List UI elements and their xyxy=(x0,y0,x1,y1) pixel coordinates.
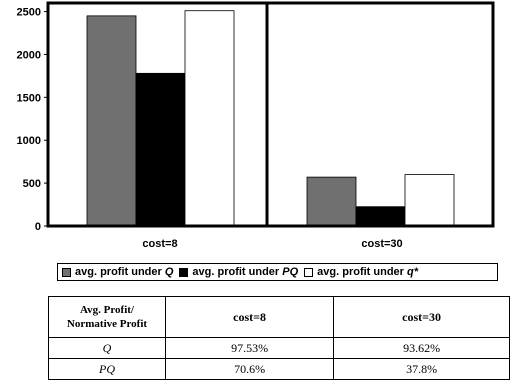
legend-swatch-qstar xyxy=(304,267,314,277)
legend-symbol-pq: PQ xyxy=(282,266,299,278)
y-tick-label: 0 xyxy=(35,221,41,233)
legend-prefix-pq: avg. profit under xyxy=(192,266,283,278)
table-cell: 70.6% xyxy=(164,358,335,380)
header-line-1: Avg. Profit/ xyxy=(80,304,134,316)
y-tick-label: 2000 xyxy=(17,49,41,61)
category-label: cost=30 xyxy=(361,238,402,250)
bar xyxy=(184,10,235,227)
bar xyxy=(135,72,186,227)
table-row: Q 97.53% 93.62% xyxy=(48,337,510,359)
category-label: cost=8 xyxy=(142,238,177,250)
bar xyxy=(306,176,357,227)
panel-frame xyxy=(265,1,495,228)
y-tick-label: 1000 xyxy=(17,135,41,147)
table-cell: 97.53% xyxy=(164,337,335,359)
bar-chart: 0 500 1000 1500 2000 2500 cost=8 cost=30 xyxy=(17,1,495,250)
legend-item-qstar: avg. profit under q* xyxy=(304,266,418,278)
table-header-cost8: cost=8 xyxy=(164,296,335,338)
legend-item-q: avg. profit under Q xyxy=(62,266,173,278)
table-header-metric: Avg. Profit/Normative Profit xyxy=(48,296,166,338)
legend-swatch-q xyxy=(62,267,71,277)
bar xyxy=(355,206,406,227)
table-cell: 93.62% xyxy=(333,337,510,359)
table-header-row: Avg. Profit/Normative Profit cost=8 cost… xyxy=(48,296,510,338)
legend-symbol-qstar: q* xyxy=(407,266,418,278)
y-tick-label: 1500 xyxy=(17,92,41,104)
bar xyxy=(404,174,455,227)
row-label: Q xyxy=(48,337,166,359)
y-tick-label: 2500 xyxy=(17,7,41,19)
bar xyxy=(86,15,137,227)
legend-prefix-q: avg. profit under xyxy=(75,266,165,278)
legend-swatch-pq xyxy=(179,267,189,277)
y-tick-label: 500 xyxy=(23,178,41,190)
chart-legend: avg. profit under Q avg. profit under PQ… xyxy=(57,263,498,281)
table-cell: 37.8% xyxy=(333,358,510,380)
legend-prefix-qstar: avg. profit under xyxy=(317,266,407,278)
legend-symbol-q: Q xyxy=(164,266,174,278)
table-header-cost30: cost=30 xyxy=(333,296,510,338)
row-label: PQ xyxy=(48,358,166,380)
profit-ratio-table: Avg. Profit/Normative Profit cost=8 cost… xyxy=(48,296,510,380)
table-row: PQ 70.6% 37.8% xyxy=(48,358,510,380)
header-line-2: Normative Profit xyxy=(66,318,148,330)
legend-item-pq: avg. profit under PQ xyxy=(179,266,298,278)
